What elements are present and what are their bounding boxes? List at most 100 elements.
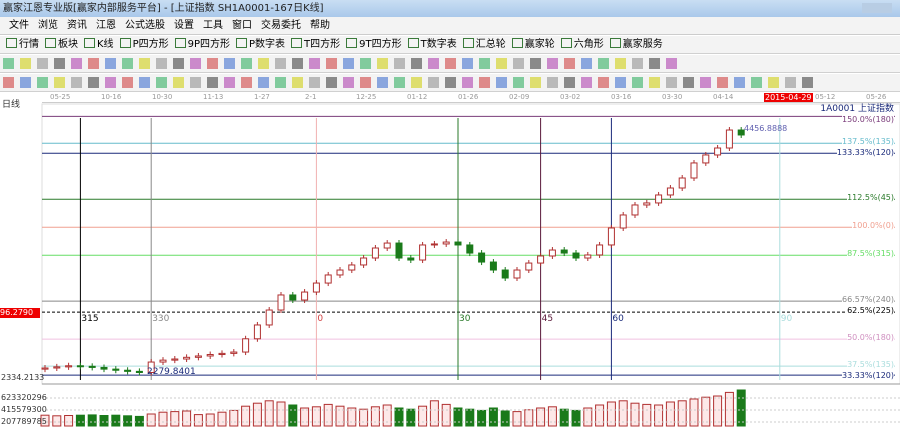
tool-icon[interactable] (666, 58, 677, 69)
tool-icon[interactable] (530, 58, 541, 69)
tool-icon[interactable] (377, 77, 388, 88)
tool-icon[interactable] (258, 58, 269, 69)
tool-icon[interactable] (71, 77, 82, 88)
tool-icon[interactable] (343, 77, 354, 88)
tool-icon[interactable] (377, 58, 388, 69)
tool-icon[interactable] (445, 58, 456, 69)
menu-item[interactable]: 公式选股 (125, 20, 165, 31)
tool-icon[interactable] (224, 58, 235, 69)
tool-icon[interactable] (666, 77, 677, 88)
menu-item[interactable]: 帮助 (310, 20, 330, 31)
menu-item[interactable]: 浏览 (38, 20, 58, 31)
tool-icon[interactable] (649, 77, 660, 88)
tool-icon[interactable] (683, 77, 694, 88)
toolbar-button[interactable]: T数字表 (407, 38, 457, 50)
menu-item[interactable]: 交易委托 (261, 20, 301, 31)
tool-icon[interactable] (428, 77, 439, 88)
tool-icon[interactable] (581, 77, 592, 88)
tool-icon[interactable] (3, 77, 14, 88)
tool-icon[interactable] (241, 58, 252, 69)
tool-icon[interactable] (445, 77, 456, 88)
tool-icon[interactable] (105, 58, 116, 69)
toolbar-button[interactable]: K线 (84, 38, 114, 50)
tool-icon[interactable] (122, 77, 133, 88)
tool-icon[interactable] (649, 58, 660, 69)
tool-icon[interactable] (326, 58, 337, 69)
tool-icon[interactable] (394, 58, 405, 69)
tool-icon[interactable] (173, 77, 184, 88)
toolbar-button[interactable]: P四方形 (119, 38, 169, 50)
tool-icon[interactable] (632, 77, 643, 88)
tool-icon[interactable] (700, 77, 711, 88)
date-axis[interactable]: 05-25 10-16 10-30 11-13 1-27 2-1 12-25 01-12 01-… (42, 93, 900, 103)
tool-icon[interactable] (411, 77, 422, 88)
tool-icon[interactable] (224, 77, 235, 88)
tool-icon[interactable] (598, 58, 609, 69)
tool-icon[interactable] (394, 77, 405, 88)
tool-icon[interactable] (173, 58, 184, 69)
menu-item[interactable]: 窗口 (232, 20, 252, 31)
tool-icon[interactable] (156, 58, 167, 69)
tool-icon[interactable] (54, 58, 65, 69)
toolbar-button[interactable]: 赢家服务 (609, 38, 663, 50)
tool-icon[interactable] (547, 77, 558, 88)
tool-icon[interactable] (360, 77, 371, 88)
tool-icon[interactable] (275, 77, 286, 88)
tool-icon[interactable] (632, 58, 643, 69)
tool-icon[interactable] (190, 77, 201, 88)
tool-icon[interactable] (190, 58, 201, 69)
tool-icon[interactable] (513, 77, 524, 88)
tool-icon[interactable] (37, 77, 48, 88)
tool-icon[interactable] (479, 77, 490, 88)
tool-icon[interactable] (292, 58, 303, 69)
tool-icon[interactable] (768, 77, 779, 88)
tool-icon[interactable] (462, 58, 473, 69)
tool-icon[interactable] (496, 58, 507, 69)
tool-icon[interactable] (496, 77, 507, 88)
menu-item[interactable]: 江恩 (96, 20, 116, 31)
tool-icon[interactable] (513, 58, 524, 69)
tool-icon[interactable] (479, 58, 490, 69)
tool-icon[interactable] (751, 77, 762, 88)
tool-icon[interactable] (156, 77, 167, 88)
tool-icon[interactable] (309, 58, 320, 69)
menu-item[interactable]: 设置 (174, 20, 194, 31)
tool-icon[interactable] (785, 77, 796, 88)
toolbar-button[interactable]: P数字表 (236, 38, 285, 50)
tool-icon[interactable] (411, 58, 422, 69)
tool-icon[interactable] (207, 58, 218, 69)
toolbar-button[interactable]: 汇总轮 (462, 38, 506, 50)
tool-icon[interactable] (275, 58, 286, 69)
tool-icon[interactable] (20, 77, 31, 88)
tool-icon[interactable] (360, 58, 371, 69)
tool-icon[interactable] (326, 77, 337, 88)
tool-icon[interactable] (564, 77, 575, 88)
window-controls[interactable] (862, 3, 892, 13)
tool-icon[interactable] (462, 77, 473, 88)
menu-item[interactable]: 资讯 (67, 20, 87, 31)
tool-icon[interactable] (530, 77, 541, 88)
tool-icon[interactable] (139, 77, 150, 88)
tool-icon[interactable] (20, 58, 31, 69)
tool-icon[interactable] (734, 77, 745, 88)
tool-icon[interactable] (88, 58, 99, 69)
tool-icon[interactable] (139, 58, 150, 69)
tool-icon[interactable] (71, 58, 82, 69)
tool-icon[interactable] (428, 58, 439, 69)
tool-icon[interactable] (581, 58, 592, 69)
tool-icon[interactable] (309, 77, 320, 88)
tool-icon[interactable] (207, 77, 218, 88)
tool-icon[interactable] (343, 58, 354, 69)
tool-icon[interactable] (564, 58, 575, 69)
toolbar-button[interactable]: 9P四方形 (174, 38, 230, 50)
tool-icon[interactable] (615, 77, 626, 88)
toolbar-button[interactable]: 赢家轮 (511, 38, 555, 50)
toolbar-button[interactable]: 行情 (6, 38, 39, 50)
tool-icon[interactable] (615, 58, 626, 69)
tool-icon[interactable] (598, 77, 609, 88)
tool-icon[interactable] (258, 77, 269, 88)
menu-item[interactable]: 工具 (203, 20, 223, 31)
tool-icon[interactable] (122, 58, 133, 69)
tool-icon[interactable] (802, 77, 813, 88)
